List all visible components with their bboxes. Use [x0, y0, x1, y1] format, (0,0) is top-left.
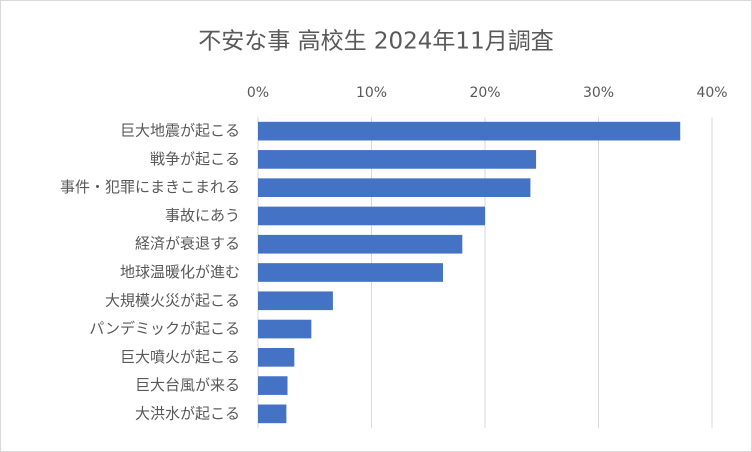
bar: [258, 206, 485, 226]
x-tick-label: 10%: [356, 85, 387, 101]
y-tick-label: 地球温暖化が進む: [120, 263, 240, 281]
bar: [258, 319, 312, 339]
y-tick-label: 戦争が起こる: [150, 150, 240, 168]
bar: [258, 376, 288, 395]
y-tick-label: 巨大台風が来る: [135, 376, 240, 394]
y-tick-label: 大洪水が起こる: [135, 404, 240, 422]
bar: [258, 291, 333, 311]
y-tick-label: 巨大噴火が起こる: [120, 348, 240, 366]
bar: [258, 178, 531, 198]
y-tick-label: 事故にあう: [165, 206, 240, 224]
bar: [258, 263, 444, 282]
y-tick-label: 経済が衰退する: [135, 235, 240, 253]
y-tick-label: 巨大地震が起こる: [120, 122, 240, 140]
y-tick-label: 大規模火災が起こる: [105, 291, 240, 309]
bar: [258, 347, 295, 367]
chart-title: 不安な事 高校生 2024年11月調査: [198, 29, 553, 55]
x-tick-label: 0%: [247, 85, 269, 101]
x-tick-label: 30%: [583, 85, 614, 101]
x-tick-label: 40%: [696, 85, 727, 101]
y-tick-label: 事件・犯罪にまきこまれる: [60, 178, 240, 196]
bar: [258, 150, 537, 169]
bar: [258, 121, 681, 141]
x-tick-label: 20%: [469, 85, 500, 101]
bar: [258, 404, 287, 424]
bar: [258, 234, 463, 254]
y-tick-label: パンデミックが起こる: [89, 320, 240, 338]
